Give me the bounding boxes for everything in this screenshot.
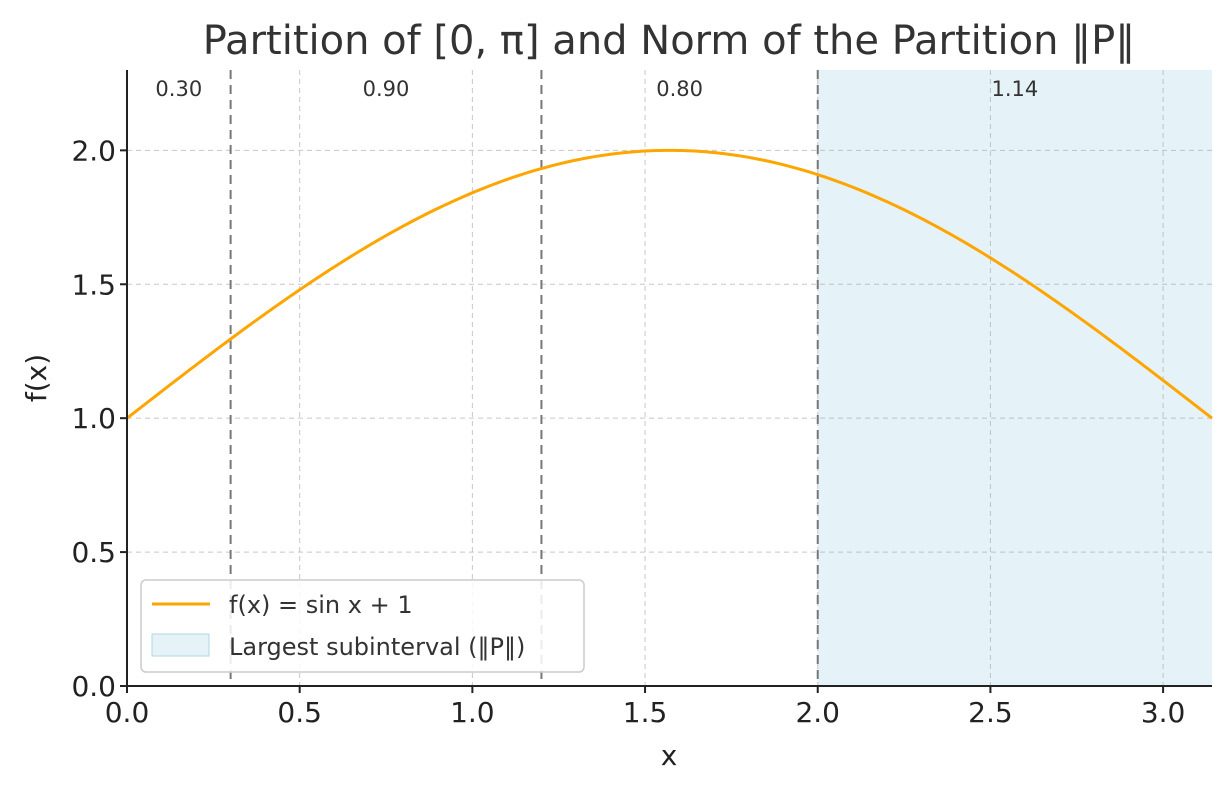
series-line-f <box>126 148 1213 420</box>
x-tick-label: 2.0 <box>795 696 840 729</box>
x-axis-ticks: 0.0 0.5 1.0 1.5 2.0 2.5 3.0 <box>105 686 1186 729</box>
legend-entry-curve: f(x) = sin x + 1 <box>229 591 413 619</box>
subinterval-width-label: 0.90 <box>363 77 410 101</box>
legend-swatch-shade <box>151 633 210 657</box>
legend: f(x) = sin x + 1 Largest subinterval (‖P… <box>140 579 585 673</box>
y-axis-ticks: 0.0 0.5 1.0 1.5 2.0 <box>71 134 127 703</box>
x-tick-label: 2.5 <box>968 696 1013 729</box>
x-tick-label: 1.0 <box>450 696 495 729</box>
y-axis-label: f(x) <box>20 354 53 402</box>
legend-entry-subinterval: Largest subinterval (‖P‖) <box>229 633 525 661</box>
x-tick-label: 1.5 <box>623 696 668 729</box>
subinterval-width-labels: 0.30 0.90 0.80 1.14 <box>155 77 1038 101</box>
x-axis-label: x <box>661 739 678 772</box>
subinterval-width-label: 0.80 <box>656 77 703 101</box>
y-tick-label: 1.5 <box>71 268 116 301</box>
y-tick-label: 0.0 <box>71 670 116 703</box>
y-tick-label: 1.0 <box>71 402 116 435</box>
x-tick-label: 3.0 <box>1141 696 1186 729</box>
y-tick-label: 0.5 <box>71 536 116 569</box>
x-tick-label: 0.5 <box>277 696 322 729</box>
subinterval-width-label: 1.14 <box>991 77 1038 101</box>
subinterval-width-label: 0.30 <box>155 77 202 101</box>
chart-title: Partition of [0, π] and Norm of the Part… <box>203 18 1136 64</box>
y-tick-label: 2.0 <box>71 134 116 167</box>
legend-box <box>140 579 585 673</box>
largest-subinterval-shading <box>817 70 1212 686</box>
x-tick-label: 0.0 <box>105 696 150 729</box>
